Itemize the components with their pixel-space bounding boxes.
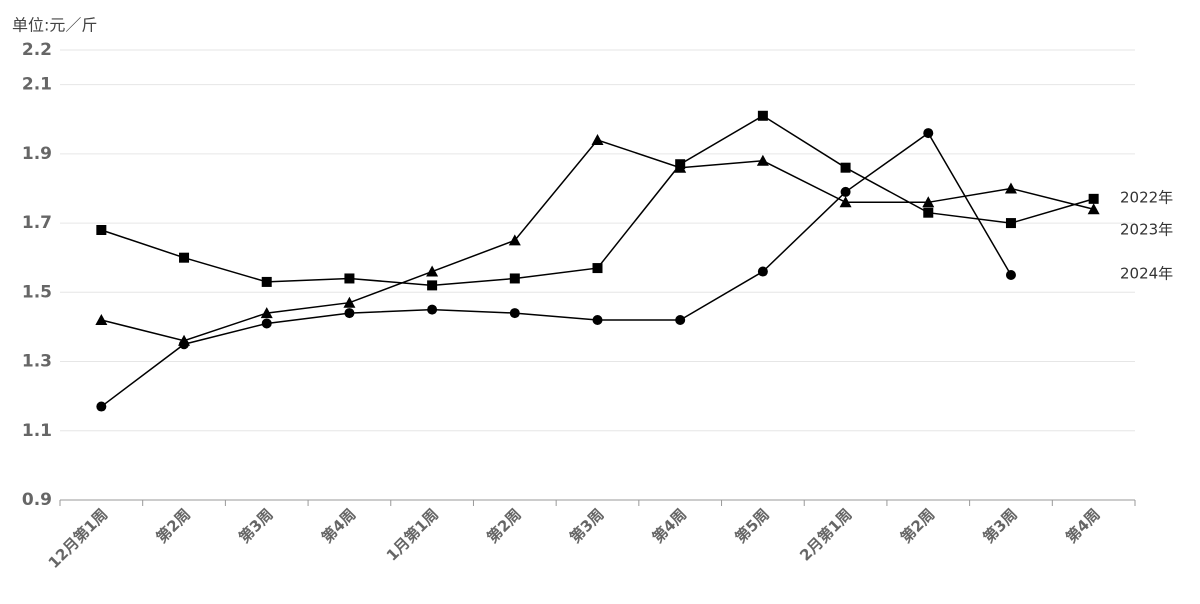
marker-circle xyxy=(840,186,851,197)
marker-triangle xyxy=(1004,182,1017,194)
marker-square xyxy=(840,162,851,173)
y-tick-label: 2.1 xyxy=(22,75,52,95)
marker-circle xyxy=(509,308,520,319)
marker-triangle xyxy=(1087,203,1100,215)
y-tick-label: 0.9 xyxy=(22,490,52,510)
marker-square xyxy=(96,225,107,235)
marker-square xyxy=(509,273,520,284)
series-line xyxy=(101,139,1094,342)
x-tick-label: 1月第1周 xyxy=(383,505,442,564)
x-tick-label: 第2周 xyxy=(153,505,194,546)
series-line xyxy=(100,131,1012,408)
x-tick-label: 第4周 xyxy=(318,505,359,546)
marker-square xyxy=(1005,218,1016,229)
marker-circle xyxy=(757,266,768,277)
y-tick-label: 1.7 xyxy=(22,213,52,233)
marker-circle xyxy=(344,308,355,319)
marker-triangle xyxy=(839,196,852,208)
series-label: 2024年 xyxy=(1120,265,1173,283)
y-tick-label: 1.9 xyxy=(22,144,52,164)
marker-triangle xyxy=(426,265,439,277)
x-tick-label: 第2周 xyxy=(483,505,524,546)
marker-triangle xyxy=(343,296,356,308)
marker-circle xyxy=(179,339,190,350)
marker-triangle xyxy=(922,196,935,208)
marker-circle xyxy=(923,128,934,139)
y-tick-label: 1.5 xyxy=(22,282,52,302)
marker-square xyxy=(344,273,355,284)
marker-triangle xyxy=(260,307,273,319)
x-tick-label: 12月第1周 xyxy=(45,505,112,572)
marker-circle xyxy=(261,318,272,329)
marker-circle xyxy=(592,315,603,325)
marker-square xyxy=(179,252,190,263)
x-tick-label: 第5周 xyxy=(732,505,773,546)
marker-triangle xyxy=(674,161,687,173)
x-tick-label: 第3周 xyxy=(235,505,276,546)
marker-circle xyxy=(427,304,438,315)
marker-circle xyxy=(675,315,686,325)
marker-triangle xyxy=(756,154,769,166)
series-label: 2022年 xyxy=(1120,189,1173,207)
x-tick-label: 2月第1周 xyxy=(796,505,855,564)
x-tick-label: 第4周 xyxy=(1062,505,1103,546)
marker-square xyxy=(261,276,272,287)
marker-circle xyxy=(1005,270,1016,280)
x-tick-label: 第4周 xyxy=(649,505,690,546)
x-tick-label: 第3周 xyxy=(566,505,607,546)
marker-square xyxy=(427,280,438,291)
y-tick-label: 1.3 xyxy=(22,352,52,372)
marker-square xyxy=(592,263,603,274)
y-axis-unit: 单位:元／斤 xyxy=(12,16,97,35)
marker-square xyxy=(1088,193,1099,204)
marker-triangle xyxy=(95,314,108,325)
series-label: 2023年 xyxy=(1120,221,1173,239)
marker-square xyxy=(757,110,768,121)
y-tick-label: 2.2 xyxy=(22,40,52,60)
x-tick-label: 第2周 xyxy=(897,505,938,546)
marker-triangle xyxy=(508,234,521,246)
x-tick-label: 第3周 xyxy=(980,505,1021,546)
marker-triangle xyxy=(591,134,604,145)
y-tick-label: 1.1 xyxy=(22,421,52,441)
marker-square xyxy=(923,207,934,218)
marker-circle xyxy=(96,401,107,412)
